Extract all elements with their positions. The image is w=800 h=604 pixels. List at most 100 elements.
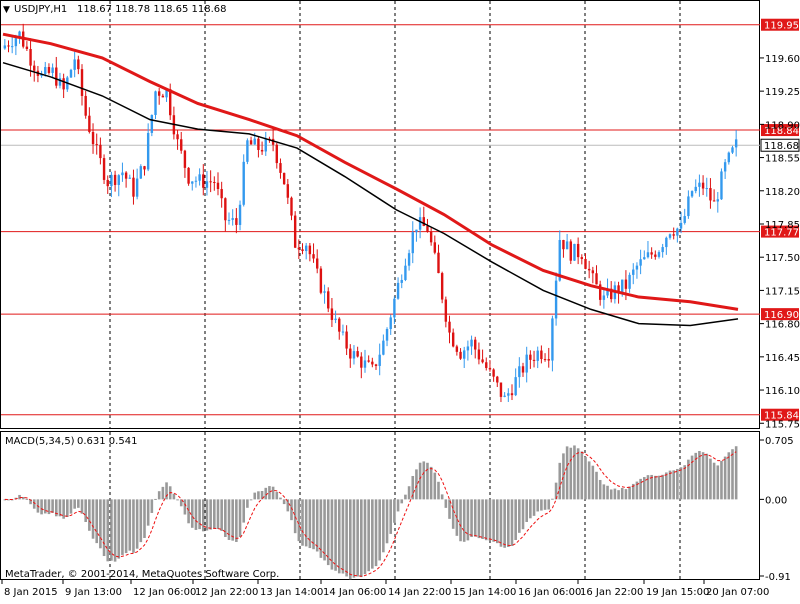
macd-bar [723, 456, 727, 500]
macd-bar [734, 446, 738, 500]
macd-bar [205, 499, 209, 531]
macd-bar [687, 459, 690, 500]
macd-bar [609, 489, 613, 500]
macd-bar [73, 499, 76, 509]
macd-bar [367, 499, 370, 572]
candle-body [213, 181, 216, 183]
macd-bar [543, 499, 547, 510]
macd-histogram [3, 445, 738, 580]
candle-body [349, 348, 352, 359]
macd-bar [62, 499, 65, 519]
candle-body [712, 200, 716, 202]
macd-signal-line [4, 451, 737, 577]
macd-bar [507, 499, 510, 547]
candle-body [25, 46, 29, 49]
macd-bar [503, 499, 506, 548]
macd-bar [393, 499, 396, 523]
y-tick-label: 116.10 [765, 386, 800, 397]
macd-tick-label: -0.91 [765, 572, 791, 583]
ohlc-label: 118.67 118.78 118.65 118.68 [77, 4, 227, 15]
macd-bar [606, 485, 609, 500]
macd-bar [216, 499, 220, 529]
candle-body [396, 282, 400, 299]
candle-body [154, 91, 157, 115]
candle-body [319, 268, 323, 293]
macd-bar [584, 456, 587, 500]
candle-body [525, 354, 528, 373]
candle-body [180, 139, 183, 151]
y-tick-label: 115.75 [765, 419, 800, 430]
candle-body [503, 395, 506, 397]
macd-bar [551, 498, 554, 500]
macd-bar [345, 499, 348, 577]
macd-bar [194, 499, 198, 530]
candle-body [727, 152, 731, 163]
candle-body [518, 366, 521, 378]
copyright-text: MetaTrader, © 2001-2014, MetaQuotes Soft… [5, 569, 279, 580]
macd-bar [459, 499, 462, 542]
candle-body [661, 247, 664, 253]
candle-body [275, 144, 278, 164]
candle-body [157, 91, 161, 96]
macd-bar [628, 486, 631, 500]
macd-bar [690, 455, 694, 500]
x-tick-label: 12 Jan 22:00 [195, 587, 258, 598]
macd-bar [360, 499, 363, 578]
macd-bar [271, 486, 275, 500]
candle-body [132, 177, 135, 197]
x-tick-label: 15 Jan 14:00 [453, 587, 516, 598]
macd-bar [235, 499, 238, 542]
macd-bar [374, 499, 378, 567]
candle-body [429, 231, 433, 243]
candle-body [202, 174, 205, 188]
symbol-dropdown-icon[interactable]: ▼ [3, 5, 10, 15]
candle-body [62, 78, 65, 90]
macd-bar [110, 499, 113, 561]
macd-bar [128, 499, 132, 551]
candle-body [246, 140, 249, 162]
macd-bar [437, 481, 440, 500]
candle-body [378, 354, 381, 366]
candle-body [672, 234, 675, 236]
macd-bar [29, 499, 32, 505]
macd-bar [268, 486, 271, 500]
candle-body [547, 359, 550, 361]
ma-slow-line [2, 32, 739, 311]
macd-bar [43, 499, 47, 514]
candle-body [617, 285, 620, 294]
macd-bar [683, 465, 687, 500]
candle-body [113, 174, 117, 185]
macd-bar [492, 499, 495, 542]
candle-body [632, 269, 635, 275]
candle-body [209, 181, 212, 183]
candle-body [437, 252, 440, 274]
candle-body [91, 132, 95, 145]
macd-bar [631, 483, 635, 500]
candle-body [643, 257, 646, 260]
macd-bar [246, 499, 249, 508]
macd-bar [510, 499, 514, 546]
macd-bar [562, 453, 565, 500]
macd-bar [154, 498, 157, 500]
macd-bar [253, 492, 257, 500]
candle-body [598, 284, 602, 300]
macd-bar [231, 499, 234, 541]
candle-body [558, 239, 561, 281]
macd-bar [190, 499, 194, 528]
candle-body [510, 393, 514, 396]
candle-body [139, 166, 143, 179]
macd-bar [529, 499, 532, 519]
macd-bar [668, 470, 672, 500]
macd-bar [705, 453, 709, 500]
candle-body [587, 268, 591, 271]
candle-body [668, 234, 672, 238]
candlesticks [3, 23, 738, 403]
macd-bar [665, 472, 668, 500]
macd-tick-label: 0.705 [765, 436, 794, 447]
macd-bar [326, 499, 330, 566]
macd-bar [157, 491, 161, 500]
candle-body [117, 175, 120, 185]
macd-bar [54, 499, 58, 517]
